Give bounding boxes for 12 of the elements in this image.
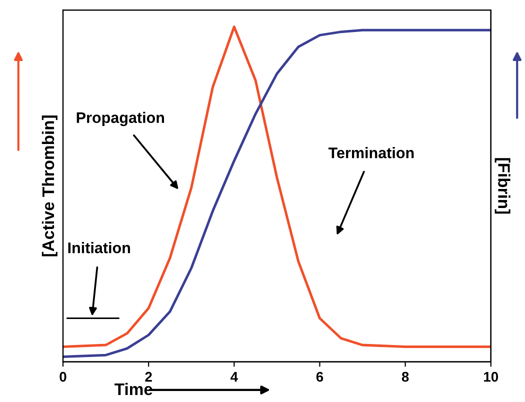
y2-axis-title: [Fibrin] xyxy=(494,158,510,214)
x-tick-label: 6 xyxy=(316,372,324,382)
x-tick-label: 10 xyxy=(484,372,498,382)
x-tick-label: 4 xyxy=(230,372,238,382)
x-tick-label: 2 xyxy=(145,372,152,382)
x-tick-label: 8 xyxy=(402,372,409,382)
annotation: Termination xyxy=(328,147,414,158)
annotation: Propagation xyxy=(76,112,164,126)
annotation: Initiation xyxy=(68,242,130,254)
x-axis-title: Time xyxy=(114,382,152,396)
x-tick-label: 0 xyxy=(60,372,66,382)
y-axis-title: [Active Thrombin] xyxy=(42,116,58,256)
